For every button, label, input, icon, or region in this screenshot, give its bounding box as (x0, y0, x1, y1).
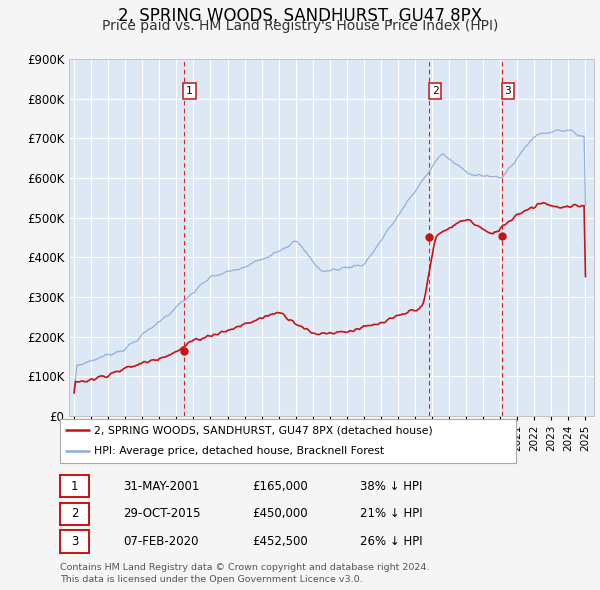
Text: 3: 3 (71, 535, 78, 548)
Text: Price paid vs. HM Land Registry's House Price Index (HPI): Price paid vs. HM Land Registry's House … (102, 19, 498, 33)
Text: 21% ↓ HPI: 21% ↓ HPI (360, 507, 422, 520)
Text: 31-MAY-2001: 31-MAY-2001 (123, 480, 199, 493)
Text: 1: 1 (71, 480, 78, 493)
Text: £450,000: £450,000 (252, 507, 308, 520)
Text: 2: 2 (71, 507, 78, 520)
Text: 26% ↓ HPI: 26% ↓ HPI (360, 535, 422, 548)
Text: 2, SPRING WOODS, SANDHURST, GU47 8PX: 2, SPRING WOODS, SANDHURST, GU47 8PX (118, 7, 482, 25)
Text: £165,000: £165,000 (252, 480, 308, 493)
Text: Contains HM Land Registry data © Crown copyright and database right 2024.
This d: Contains HM Land Registry data © Crown c… (60, 563, 430, 584)
Text: 2, SPRING WOODS, SANDHURST, GU47 8PX (detached house): 2, SPRING WOODS, SANDHURST, GU47 8PX (de… (94, 425, 433, 435)
Text: 2: 2 (432, 86, 439, 96)
Text: 3: 3 (505, 86, 511, 96)
Text: 07-FEB-2020: 07-FEB-2020 (123, 535, 199, 548)
Text: 1: 1 (186, 86, 193, 96)
Text: HPI: Average price, detached house, Bracknell Forest: HPI: Average price, detached house, Brac… (94, 446, 385, 455)
Text: 38% ↓ HPI: 38% ↓ HPI (360, 480, 422, 493)
Text: £452,500: £452,500 (252, 535, 308, 548)
Text: 29-OCT-2015: 29-OCT-2015 (123, 507, 200, 520)
